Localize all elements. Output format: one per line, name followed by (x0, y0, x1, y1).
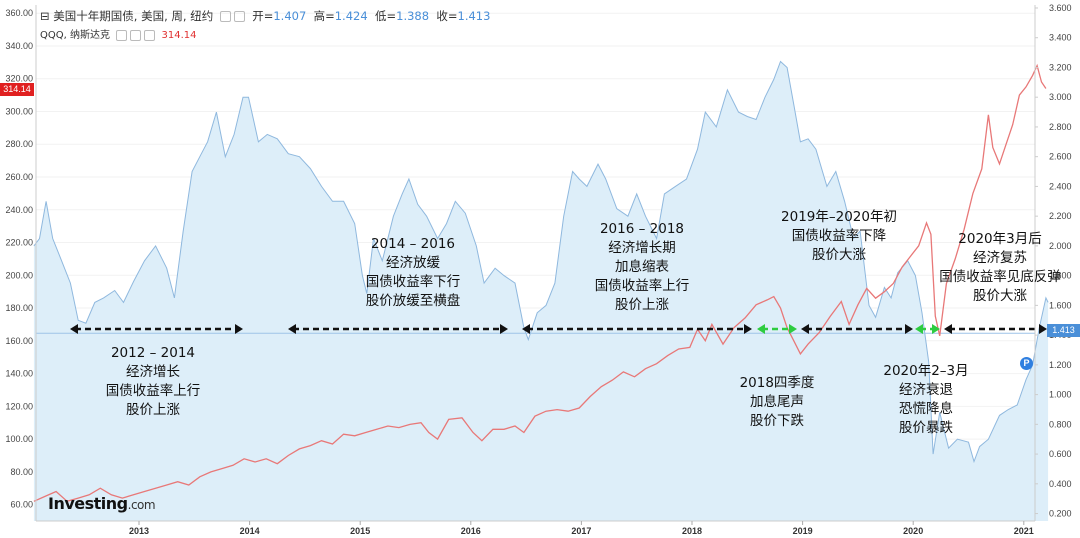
right-tick-label: 0.200 (1049, 509, 1072, 519)
x-tick-label: 2015 (350, 526, 370, 536)
right-tick-label: 2.400 (1049, 181, 1072, 191)
right-tick-label: 3.200 (1049, 62, 1072, 72)
right-tick-label: 2.200 (1049, 211, 1072, 221)
x-tick-label: 2018 (682, 526, 702, 536)
yield-area (33, 60, 1049, 521)
arrow-head-right (789, 324, 797, 334)
arrow-head-right (1039, 324, 1047, 334)
right-tick-label: 0.600 (1049, 449, 1072, 459)
series-title: 美国十年期国债, 美国, 周, 纽约 (53, 9, 214, 23)
annotation-2016-2018: 2016 – 2018 经济增长期 加息缩表 国债收益率上行 股价上涨 (594, 221, 690, 313)
settings-icon[interactable] (219, 11, 231, 22)
right-tick-label: 1.200 (1049, 360, 1072, 370)
left-tick-label: 360.00 (5, 8, 33, 18)
right-tick-label: 1.600 (1049, 300, 1072, 310)
arrow-head-right (905, 324, 913, 334)
annotation-2019-2020: 2019年–2020年初 国债收益率下降 股价大涨 (781, 209, 897, 263)
close-label: 收= (436, 9, 458, 23)
low-label: 低= (374, 9, 397, 23)
open-label: 开= (252, 9, 274, 23)
arrow-head-right (744, 324, 752, 334)
left-tick-label: 140.00 (5, 369, 33, 379)
left-tick-label: 160.00 (5, 336, 33, 346)
right-price-tag: 1.413 (1047, 324, 1080, 337)
arrow-head-right (932, 324, 940, 334)
x-tick-label: 2021 (1014, 526, 1034, 536)
annotation-2018q4: 2018四季度 加息尾声 股价下跌 (739, 375, 815, 429)
arrow-head-left (288, 324, 296, 334)
annotation-2012-2014: 2012 – 2014 经济增长 国债收益率上行 股价上涨 (105, 345, 201, 418)
left-price-tag: 314.14 (0, 83, 34, 96)
arrow-head-left (801, 324, 809, 334)
yield-area-fill (33, 61, 1049, 521)
high-value: 1.424 (334, 9, 368, 23)
right-tick-label: 3.400 (1049, 33, 1072, 43)
series2-settings-icon[interactable] (116, 29, 128, 41)
series2-eye-icon[interactable] (130, 29, 142, 41)
x-tick-label: 2014 (240, 526, 260, 536)
annotation-2020-feb-mar: 2020年2–3月 经济衰退 恐慌降息 股价暴跌 (883, 363, 969, 436)
x-tick-label: 2016 (461, 526, 481, 536)
right-tick-label: 3.000 (1049, 92, 1072, 102)
low-value: 1.388 (396, 9, 430, 23)
arrow-head-left (757, 324, 765, 334)
arrow-head-left (522, 324, 530, 334)
arrow-head-right (500, 324, 508, 334)
period-arrows (70, 324, 1047, 334)
left-tick-label: 60.00 (10, 500, 33, 510)
left-tick-label: 200.00 (5, 270, 33, 280)
x-tick-label: 2019 (793, 526, 813, 536)
left-tick-label: 220.00 (5, 238, 33, 248)
left-tick-label: 240.00 (5, 205, 33, 215)
left-tick-label: 180.00 (5, 303, 33, 313)
arrow-head-right (235, 324, 243, 334)
right-tick-label: 2.800 (1049, 122, 1072, 132)
close-icon[interactable] (233, 11, 245, 22)
left-tick-label: 280.00 (5, 139, 33, 149)
left-tick-label: 260.00 (5, 172, 33, 182)
left-tick-label: 120.00 (5, 401, 33, 411)
axes: 60.00 80.00 100.00 120.00 140.00 160.00 180.00… (5, 3, 1071, 536)
left-tick-label: 80.00 (10, 467, 33, 477)
qqq-line-path (33, 63, 1047, 503)
right-tick-label: 3.600 (1049, 3, 1072, 13)
left-tick-label: 100.00 (5, 434, 33, 444)
close-value: 1.413 (457, 9, 491, 23)
annotation-2020-recovery: 2020年3月后 经济复苏 国债收益率见底反弹 股价大涨 (939, 231, 1061, 304)
series2-name: QQQ, 纳斯达克 (40, 30, 110, 41)
arrow-head-left (944, 324, 952, 334)
collapse-icon[interactable]: ⊟ (40, 9, 50, 23)
investing-logo: Investing.com (48, 494, 156, 513)
series2-close-icon[interactable] (144, 29, 156, 41)
right-tick-label: 1.000 (1049, 390, 1072, 400)
right-tick-label: 0.800 (1049, 419, 1072, 429)
high-label: 高= (313, 9, 335, 23)
left-tick-label: 340.00 (5, 41, 33, 51)
arrow-head-left (70, 324, 78, 334)
right-tick-label: 2.000 (1049, 241, 1072, 251)
x-tick-label: 2017 (571, 526, 591, 536)
left-tick-label: 300.00 (5, 106, 33, 116)
right-tick-label: 1.800 (1049, 271, 1072, 281)
header-row-1: ⊟ 美国十年期国债, 美国, 周, 纽约 开=1.407 高=1.424 低=1… (40, 8, 490, 24)
open-value: 1.407 (273, 9, 307, 23)
x-tick-label: 2020 (903, 526, 923, 536)
right-tick-label: 0.400 (1049, 479, 1072, 489)
header-row-2: QQQ, 纳斯达克 314.14 (40, 26, 197, 41)
series2-value: 314.14 (161, 30, 197, 41)
qqq-line (33, 63, 1047, 503)
x-tick-label: 2013 (129, 526, 149, 536)
right-tick-label: 2.600 (1049, 152, 1072, 162)
arrow-head-left (915, 324, 923, 334)
p-badge-icon[interactable]: P (1020, 357, 1033, 370)
annotation-2014-2016: 2014 – 2016 经济放缓 国债收益率下行 股价放缓至横盘 (365, 236, 461, 309)
left-tick-label: 320.00 (5, 74, 33, 84)
